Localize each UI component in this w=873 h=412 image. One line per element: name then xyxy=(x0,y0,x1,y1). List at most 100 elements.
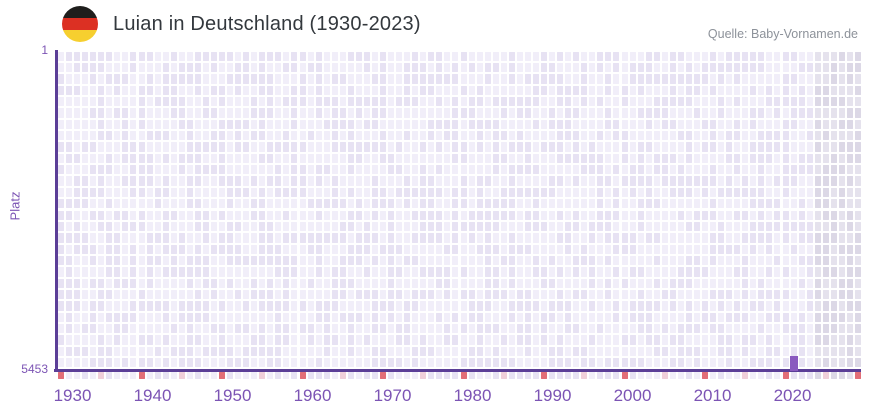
grid-cell xyxy=(822,233,829,243)
grid-cell xyxy=(90,335,97,345)
grid-cell xyxy=(412,51,419,61)
grid-cell xyxy=(621,233,628,243)
grid-cell xyxy=(243,267,250,277)
grid-cell xyxy=(106,267,113,277)
grid-cell xyxy=(444,346,451,357)
grid-cell xyxy=(838,74,845,84)
grid-cell xyxy=(178,176,185,186)
grid-cell xyxy=(138,119,145,129)
grid-cell xyxy=(645,108,652,118)
grid-cell xyxy=(291,324,298,334)
grid-cell xyxy=(178,267,185,277)
rank-bar[interactable] xyxy=(789,355,798,371)
grid-cell xyxy=(661,131,668,141)
grid-cell xyxy=(669,358,676,368)
grid-cell xyxy=(581,255,588,266)
grid-cell xyxy=(82,233,89,243)
grid-cell xyxy=(299,176,306,186)
grid-cell xyxy=(396,51,403,61)
grid-cell xyxy=(251,165,258,175)
grid-cell xyxy=(170,244,177,254)
grid-cell xyxy=(806,255,813,266)
grid-cell xyxy=(396,176,403,186)
grid-cell xyxy=(814,267,821,277)
grid-cell xyxy=(122,301,129,311)
grid-cell xyxy=(371,267,378,277)
grid-cell xyxy=(122,267,129,277)
grid-cell xyxy=(734,199,741,209)
grid-cell xyxy=(267,335,274,345)
grid-cell xyxy=(790,290,797,300)
grid-cell xyxy=(532,324,539,334)
grid-cell xyxy=(613,221,620,232)
grid-cell xyxy=(710,267,717,277)
grid-cell xyxy=(355,96,362,107)
grid-cell xyxy=(363,74,370,84)
grid-cell xyxy=(726,267,733,277)
grid-cell xyxy=(307,312,314,323)
grid-cell xyxy=(702,358,709,368)
axis-marker-cell xyxy=(114,371,121,379)
grid-cell xyxy=(114,244,121,254)
grid-cell xyxy=(452,255,459,266)
grid-cell xyxy=(299,119,306,129)
grid-cell xyxy=(307,199,314,209)
grid-cell xyxy=(90,346,97,357)
grid-cell xyxy=(355,301,362,311)
grid-cell xyxy=(74,335,81,345)
grid-cell xyxy=(500,346,507,357)
grid-cell xyxy=(363,131,370,141)
grid-cell xyxy=(685,142,692,152)
grid-cell xyxy=(854,312,861,323)
grid-cell xyxy=(573,267,580,277)
grid-cell xyxy=(653,199,660,209)
grid-cell xyxy=(82,119,89,129)
grid-cell xyxy=(122,278,129,288)
grid-cell xyxy=(210,346,217,357)
grid-cell xyxy=(138,96,145,107)
grid-cell xyxy=(653,210,660,220)
axis-marker-cell xyxy=(573,371,580,379)
grid-cell xyxy=(653,358,660,368)
grid-cell xyxy=(500,278,507,288)
grid-cell xyxy=(790,233,797,243)
grid-cell xyxy=(734,85,741,95)
grid-cell xyxy=(412,96,419,107)
grid-cell xyxy=(396,153,403,164)
axis-marker-cell xyxy=(629,371,636,379)
grid-cell xyxy=(251,51,258,61)
grid-cell xyxy=(307,244,314,254)
grid-cell xyxy=(541,96,548,107)
grid-cell xyxy=(323,119,330,129)
grid-cell xyxy=(323,244,330,254)
grid-cell xyxy=(219,62,226,73)
grid-cell xyxy=(782,244,789,254)
grid-cell xyxy=(114,210,121,220)
grid-cell xyxy=(363,51,370,61)
grid-cell xyxy=(170,131,177,141)
grid-cell xyxy=(806,244,813,254)
grid-cell xyxy=(581,51,588,61)
grid-cell xyxy=(541,335,548,345)
grid-cell xyxy=(202,187,209,198)
grid-cell xyxy=(653,244,660,254)
grid-cell xyxy=(339,165,346,175)
grid-cell xyxy=(565,278,572,288)
grid-cell xyxy=(267,278,274,288)
grid-cell xyxy=(267,199,274,209)
grid-cell xyxy=(838,210,845,220)
grid-cell xyxy=(138,165,145,175)
grid-cell xyxy=(420,244,427,254)
grid-cell xyxy=(186,108,193,118)
grid-cell xyxy=(605,358,612,368)
grid-cell xyxy=(299,96,306,107)
grid-cell xyxy=(251,62,258,73)
grid-cell xyxy=(629,74,636,84)
grid-cell xyxy=(420,199,427,209)
grid-cell xyxy=(468,233,475,243)
grid-cell xyxy=(243,176,250,186)
grid-cell xyxy=(355,131,362,141)
grid-cell xyxy=(549,335,556,345)
grid-cell xyxy=(758,346,765,357)
